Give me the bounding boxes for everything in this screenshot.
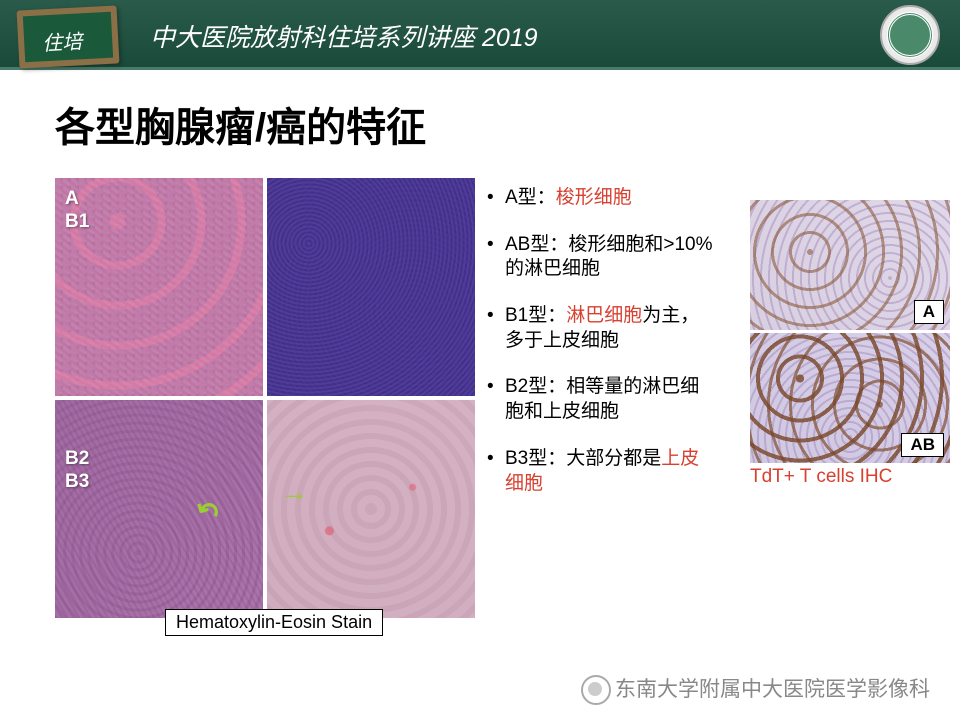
bullet-type-b2: B2型：相等量的淋巴细胞和上皮细胞 xyxy=(487,375,717,424)
he-image-b3 xyxy=(267,400,475,618)
watermark: 东南大学附属中大医院医学影像科 xyxy=(581,673,930,705)
ihc-panel: A AB TdT+ T cells IHC xyxy=(750,200,950,489)
ihc-image-ab: AB xyxy=(750,333,950,463)
label-a: A xyxy=(65,188,89,211)
slide-header: 中大医院放射科住培系列讲座 2019 xyxy=(0,0,960,70)
bullet-type-a: A型：梭形细胞 xyxy=(487,186,717,211)
he-image-grid xyxy=(55,178,475,618)
characteristics-list: A型：梭形细胞 AB型：梭形细胞和>10%的淋巴细胞 B1型：淋巴细胞为主，多于… xyxy=(487,178,717,618)
bullet-type-b3: B3型：大部分都是上皮细胞 xyxy=(487,447,717,496)
chalkboard-icon xyxy=(17,5,120,68)
arrow-right-icon: → xyxy=(280,476,308,508)
label-b2: B2 xyxy=(65,448,89,471)
he-label-bottom: B2 B3 xyxy=(65,448,89,494)
he-caption: Hematoxylin-Eosin Stain xyxy=(165,609,383,636)
wechat-icon xyxy=(581,675,611,705)
slide-content: 各型胸腺瘤/癌的特征 A B1 B2 B3 ↶ → Hematoxylin-Eo… xyxy=(0,70,960,618)
he-image-b2 xyxy=(55,400,263,618)
ihc-tag-ab: AB xyxy=(901,433,944,457)
bullet-type-b1: B1型：淋巴细胞为主，多于上皮细胞 xyxy=(487,304,717,353)
label-b3: B3 xyxy=(65,471,89,494)
slide-title: 各型胸腺瘤/癌的特征 xyxy=(55,95,930,153)
label-b1: B1 xyxy=(65,211,89,234)
ihc-caption: TdT+ T cells IHC xyxy=(750,466,950,489)
he-image-b1 xyxy=(267,178,475,396)
he-label-top: A B1 xyxy=(65,188,89,234)
hospital-logo xyxy=(880,5,940,65)
ihc-image-a: A xyxy=(750,200,950,330)
bullet-type-ab: AB型：梭形细胞和>10%的淋巴细胞 xyxy=(487,233,717,282)
ihc-tag-a: A xyxy=(914,300,944,324)
header-title: 中大医院放射科住培系列讲座 2019 xyxy=(150,18,538,54)
he-stain-panel: A B1 B2 B3 ↶ → Hematoxylin-Eosin Stain xyxy=(55,178,475,618)
